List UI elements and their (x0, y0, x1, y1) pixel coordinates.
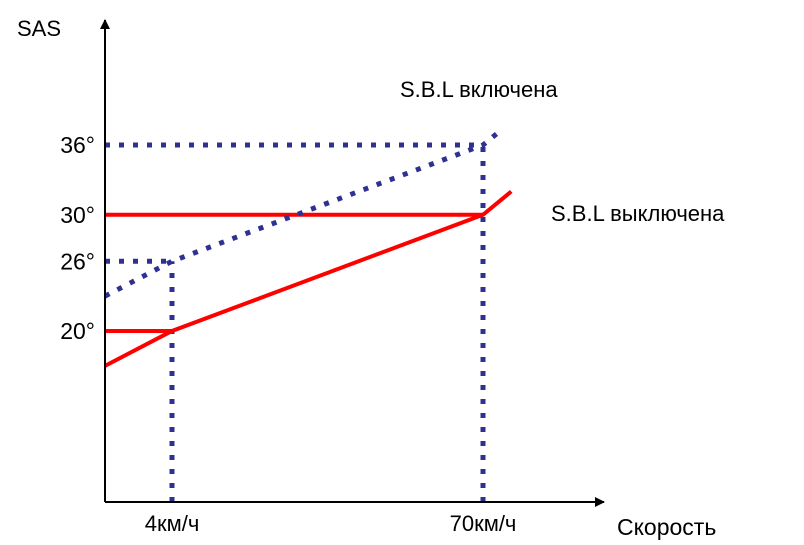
y-tick-label: 36° (60, 132, 95, 158)
x-axis-title: Скорость (617, 514, 716, 540)
y-tick-label: 26° (60, 248, 95, 274)
y-tick-labels: 20° 26° 30° 36° (60, 132, 95, 344)
x-tick-label: 4км/ч (145, 511, 200, 536)
series-label-sbl-off: S.B.L выключена (551, 201, 725, 226)
reference-lines (105, 142, 486, 502)
y-axis-title: SAS (17, 16, 61, 41)
series-layer (103, 131, 513, 368)
y-tick-label: 20° (60, 318, 95, 344)
x-tick-label: 70км/ч (450, 511, 517, 536)
series-line-1 (104, 189, 513, 368)
y-tick-label: 30° (60, 202, 95, 228)
x-tick-labels: 4км/ч 70км/ч (145, 511, 517, 536)
series-label-sbl-on: S.B.L включена (400, 77, 558, 102)
series-line-0 (103, 131, 499, 299)
